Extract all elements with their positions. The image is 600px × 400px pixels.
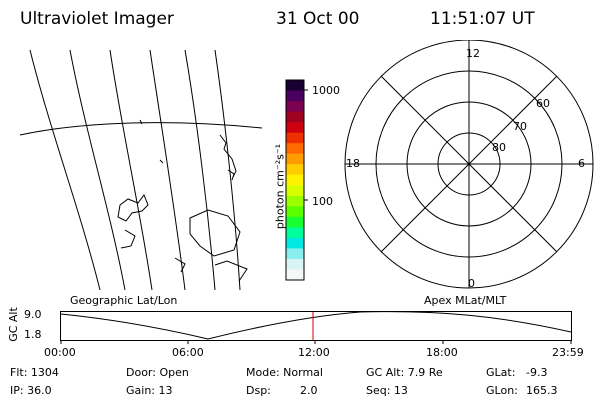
gain-readout: Gain: 13 [126,384,173,397]
colorbar-segment [286,143,304,155]
instrument-title: Ultraviolet Imager [20,9,174,29]
timeline-plot [60,311,572,344]
colorbar-unit-label: photon cm⁻²s⁻¹ [273,143,287,230]
timeline-ylabel: GC Alt [6,307,20,342]
mlt-label-18: 18 [346,157,360,170]
colorbar-segment [286,80,304,92]
colorbar-segment [286,153,304,165]
seq-readout: Seq: 13 [366,384,408,397]
colorbar-tick-1000: 1000 [312,84,340,97]
colorbar-tick-100: 100 [312,195,333,208]
timeline-left-title: Geographic Lat/Lon [70,294,178,307]
colorbar-segment [286,258,304,270]
mode-readout: Mode: Normal [246,366,323,379]
mlat-label-60: 60 [536,97,550,110]
door-readout: Door: Open [126,366,189,379]
mlat-label-70: 70 [513,120,527,133]
colorbar-segment [286,195,304,207]
colorbar-segment [286,227,304,239]
colorbar-segment [286,174,304,186]
timeline-right-title: Apex MLat/MLT [424,294,507,307]
polar-plot [344,40,594,289]
colorbar-segment [286,206,304,218]
geographic-map [19,49,262,290]
mlt-label-12: 12 [466,47,480,60]
ip-readout: IP: 36.0 [10,384,52,397]
colorbar-strip [286,80,304,281]
glat-label: GLat: [486,366,516,379]
colorbar-segment [286,111,304,123]
dsp-label: Dsp: [246,384,271,397]
colorbar-segment [286,90,304,102]
colorbar-segment [286,122,304,134]
date-label: 31 Oct 00 [276,9,360,29]
colorbar-segment [286,269,304,281]
mlt-label-6: 6 [578,157,585,170]
timeline-xtick-2359: 23:59 [552,346,584,359]
gc-alt-readout: GC Alt: 7.9 Re [366,366,443,379]
timeline-xtick-1800: 18:00 [426,346,458,359]
mlat-label-80: 80 [492,141,506,154]
dsp-value: 2.0 [300,384,318,397]
colorbar-segment [286,101,304,113]
glat-value: -9.3 [526,366,548,379]
colorbar-segment [286,216,304,228]
glon-value: 165.3 [526,384,558,397]
flight-readout: Flt: 1304 [10,366,59,379]
colorbar-segment [286,132,304,144]
timeline-xtick-0600: 06:00 [172,346,204,359]
colorbar-segment [286,248,304,260]
colorbar-segment [286,164,304,176]
mlt-label-0: 0 [468,277,475,290]
glon-label: GLon: [486,384,518,397]
timeline-ytick-low: 1.8 [24,328,42,341]
colorbar-segment [286,185,304,197]
timeline-xtick-0000: 00:00 [44,346,76,359]
colorbar [285,79,308,281]
timeline-xtick-1200: 12:00 [298,346,330,359]
colorbar-segment [286,237,304,249]
time-label: 11:51:07 UT [430,9,535,29]
timeline-ytick-high: 9.0 [24,308,42,321]
